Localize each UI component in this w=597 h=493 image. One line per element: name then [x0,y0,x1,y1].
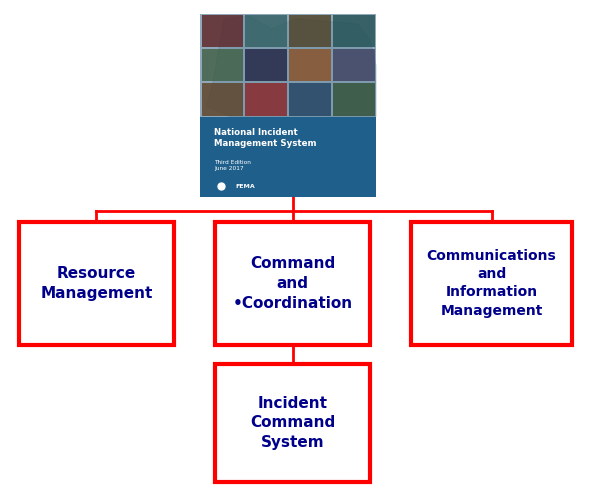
Text: Third Edition
June 2017: Third Edition June 2017 [214,160,251,171]
FancyBboxPatch shape [216,364,370,482]
FancyBboxPatch shape [333,49,374,81]
Text: Communications
and
Information
Management: Communications and Information Managemen… [427,248,556,318]
FancyBboxPatch shape [290,83,331,116]
FancyBboxPatch shape [290,49,331,81]
FancyBboxPatch shape [202,83,243,116]
Text: Incident
Command
System: Incident Command System [250,396,335,450]
Text: Command
and
•Coordination: Command and •Coordination [232,256,353,311]
Polygon shape [207,16,376,116]
FancyBboxPatch shape [333,83,374,116]
FancyBboxPatch shape [333,15,374,47]
FancyBboxPatch shape [245,49,287,81]
FancyBboxPatch shape [202,49,243,81]
FancyBboxPatch shape [202,15,243,47]
FancyBboxPatch shape [19,222,174,345]
Text: National Incident
Management System: National Incident Management System [214,128,317,148]
Text: FEMA: FEMA [235,184,256,189]
FancyBboxPatch shape [201,116,376,198]
FancyBboxPatch shape [216,222,370,345]
FancyBboxPatch shape [290,15,331,47]
FancyBboxPatch shape [411,222,572,345]
FancyBboxPatch shape [245,83,287,116]
Text: Resource
Management: Resource Management [40,266,153,301]
FancyBboxPatch shape [245,15,287,47]
FancyBboxPatch shape [201,14,376,116]
